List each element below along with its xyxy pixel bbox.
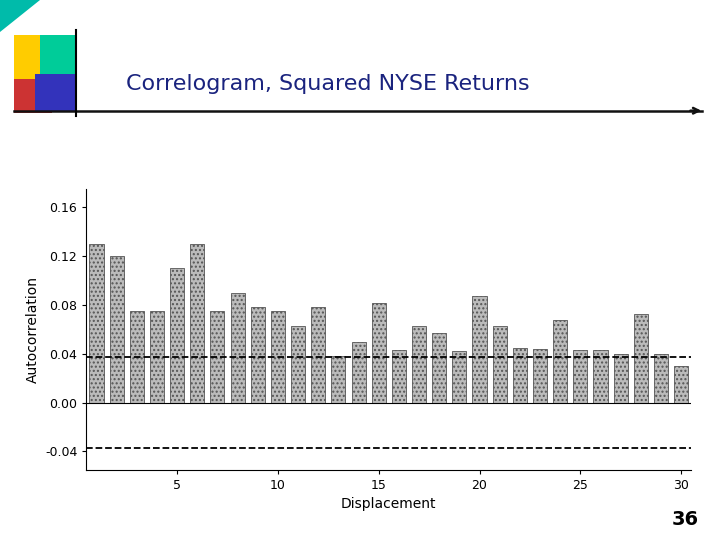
Bar — [492, 326, 507, 403]
Bar — [634, 314, 648, 403]
Bar — [291, 326, 305, 403]
Bar — [593, 350, 608, 403]
X-axis label: Displacement: Displacement — [341, 497, 436, 511]
Text: Correlogram, Squared NYSE Returns: Correlogram, Squared NYSE Returns — [126, 73, 530, 94]
Bar — [210, 311, 225, 403]
Bar — [654, 354, 668, 403]
Bar — [351, 342, 366, 403]
Bar — [412, 326, 426, 403]
Bar — [89, 244, 104, 403]
Bar — [472, 296, 487, 403]
Bar — [311, 307, 325, 403]
Bar — [170, 268, 184, 403]
Bar — [432, 333, 446, 403]
Bar — [452, 352, 467, 403]
Bar — [573, 350, 588, 403]
Bar — [392, 350, 406, 403]
Text: 36: 36 — [671, 510, 698, 529]
Bar — [190, 244, 204, 403]
Bar — [331, 356, 346, 403]
Bar — [109, 256, 124, 403]
Bar — [513, 348, 527, 403]
Bar — [271, 311, 285, 403]
Bar — [533, 349, 547, 403]
Bar — [372, 302, 386, 403]
Bar — [130, 311, 144, 403]
Bar — [553, 320, 567, 403]
Bar — [613, 354, 628, 403]
Bar — [150, 311, 164, 403]
Bar — [251, 307, 265, 403]
Bar — [674, 366, 688, 403]
Y-axis label: Autocorrelation: Autocorrelation — [25, 276, 40, 383]
Bar — [230, 293, 245, 403]
